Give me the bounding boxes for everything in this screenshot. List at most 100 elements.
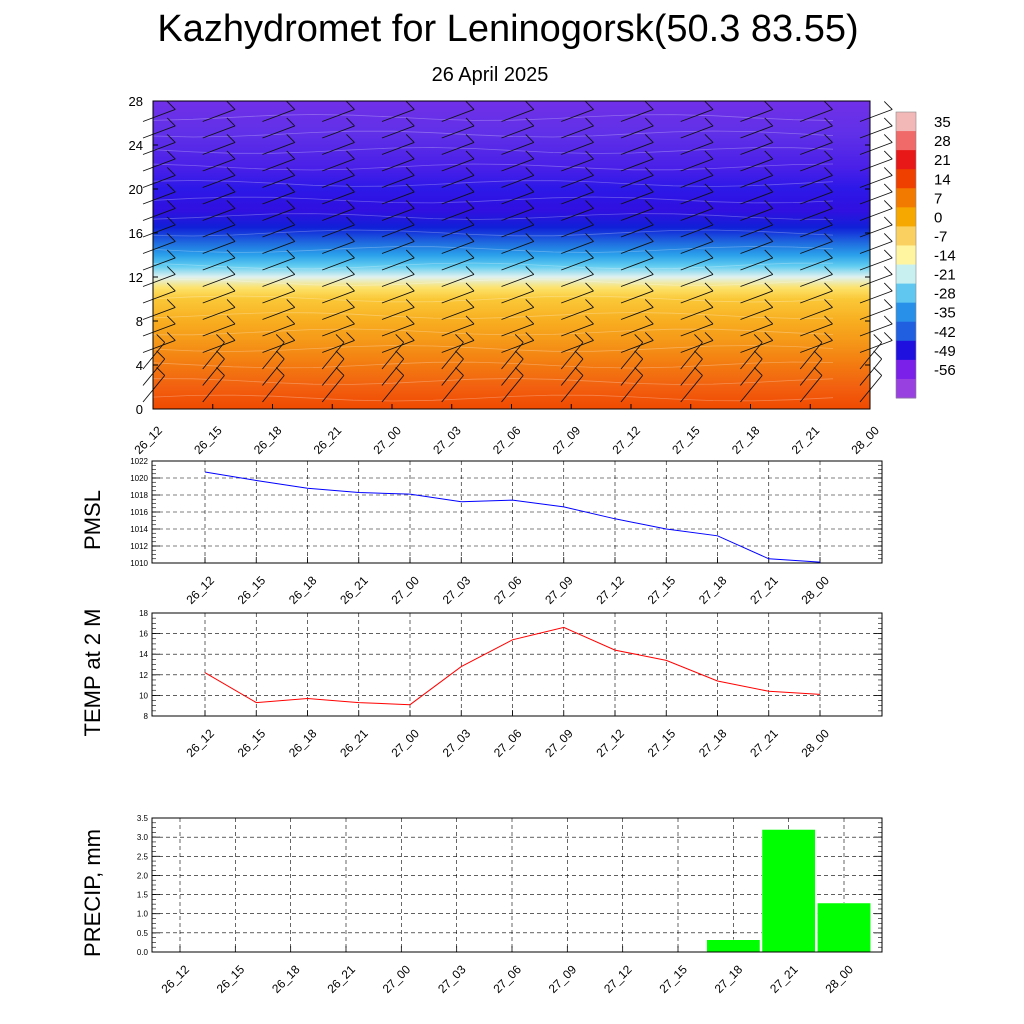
- wind-barb: [202, 216, 236, 238]
- wind-barb: [620, 117, 654, 139]
- wind-barb: [620, 350, 644, 386]
- wind-barb: [859, 150, 893, 172]
- wind-barb: [381, 117, 415, 139]
- wind-barb: [501, 134, 535, 155]
- x-tick-label: 27_00: [388, 726, 422, 760]
- wind-barb: [680, 315, 714, 337]
- wind-barb: [202, 167, 236, 188]
- colorbar-label: -7: [934, 228, 947, 245]
- colorbar-swatch: [896, 169, 916, 189]
- wind-barb: [501, 334, 524, 370]
- wind-barb: [561, 101, 594, 122]
- x-tick-label: 26_15: [235, 726, 269, 760]
- y-tick-label: 3.0: [137, 833, 149, 842]
- wind-barb: [262, 150, 296, 172]
- x-tick-label: 26_15: [235, 573, 269, 607]
- series-line: [204, 471, 821, 563]
- wind-barb: [680, 216, 714, 238]
- wind-barb: [322, 117, 355, 139]
- colorbar-swatch: [896, 302, 916, 323]
- wind-barb: [381, 183, 415, 205]
- wind-barb: [381, 350, 405, 386]
- wind-barb: [740, 367, 763, 403]
- y-tick-label: 1.5: [137, 891, 149, 900]
- precip-bar: [706, 939, 761, 953]
- colorbar-label: -21: [934, 267, 956, 284]
- x-tick-label: 26_12: [131, 423, 165, 457]
- x-tick-label: 27_18: [696, 573, 730, 607]
- x-tick-label: 27_18: [712, 962, 746, 996]
- x-tick-label: 26_12: [183, 726, 217, 760]
- wind-barb: [142, 233, 176, 254]
- wind-barb: [561, 150, 594, 172]
- wind-barb: [322, 249, 355, 271]
- colorbar-label: -49: [934, 343, 956, 360]
- colorbar-swatch: [896, 245, 916, 266]
- wind-barb: [799, 334, 823, 370]
- contour-line: [152, 295, 834, 303]
- colorbar-swatch: [896, 188, 916, 208]
- y-tick-label: 1016: [130, 508, 148, 517]
- contour-line: [152, 147, 834, 154]
- wind-barb: [799, 350, 823, 386]
- wind-barb: [859, 167, 893, 188]
- colorbar-swatch: [896, 112, 916, 132]
- wind-barb: [561, 249, 594, 271]
- wind-barb: [262, 299, 296, 320]
- wind-barb: [262, 183, 296, 205]
- wind-barb: [740, 200, 774, 221]
- wind-barb: [680, 101, 714, 122]
- wind-barb: [561, 200, 594, 221]
- wind-barb: [620, 150, 654, 172]
- x-tick-label: 27_06: [491, 726, 525, 760]
- wind-barb: [202, 367, 225, 403]
- wind-barb: [381, 216, 415, 238]
- wind-barb: [800, 167, 833, 188]
- wind-barb: [262, 282, 296, 304]
- wind-barb: [620, 183, 654, 205]
- panel-frame: [151, 817, 883, 953]
- colorbar-swatch: [896, 207, 916, 227]
- wind-barb: [859, 117, 893, 139]
- wind-barb: [740, 117, 774, 139]
- wind-barb: [321, 334, 345, 370]
- wind-barb: [740, 233, 774, 254]
- y-tick-label: 12: [129, 270, 143, 285]
- wind-barb: [202, 315, 236, 337]
- x-tick-label: 26_12: [158, 962, 192, 996]
- colorbar-label: 14: [934, 171, 951, 188]
- wind-barb: [740, 315, 774, 337]
- contour-line: [152, 312, 834, 319]
- x-tick-label: 27_00: [370, 423, 404, 457]
- colorbar-swatch: [896, 226, 916, 246]
- y-tick-label: 8: [144, 712, 149, 721]
- x-tick-label: 27_21: [747, 573, 781, 607]
- wind-barb: [262, 167, 296, 188]
- wind-barb: [441, 334, 464, 370]
- wind-barb: [680, 150, 714, 172]
- wind-barb: [501, 249, 535, 271]
- wind-barb: [740, 167, 774, 188]
- wind-barb: [800, 299, 833, 320]
- wind-barb: [262, 200, 296, 221]
- colorbar-label: 21: [934, 152, 951, 169]
- x-tick-label: 27_12: [601, 962, 635, 996]
- wind-barb: [441, 134, 475, 155]
- x-tick-label: 27_09: [542, 573, 576, 607]
- y-tick-label: 16: [129, 226, 143, 241]
- wind-barb: [800, 134, 833, 155]
- wind-barb: [740, 150, 774, 172]
- wind-barb: [740, 249, 774, 271]
- contour-line: [152, 114, 834, 121]
- wind-barb: [441, 249, 475, 271]
- wind-barb: [142, 334, 166, 370]
- wind-barb: [501, 150, 535, 172]
- y-axis-label: PMSL: [80, 490, 105, 550]
- wind-barb: [381, 367, 405, 403]
- wind-barb: [202, 183, 236, 205]
- wind-barb: [800, 150, 833, 172]
- y-tick-label: 28: [129, 94, 143, 109]
- wind-barb: [680, 367, 703, 403]
- x-tick-label: 26_15: [191, 423, 225, 457]
- colorbar-label: -28: [934, 286, 956, 303]
